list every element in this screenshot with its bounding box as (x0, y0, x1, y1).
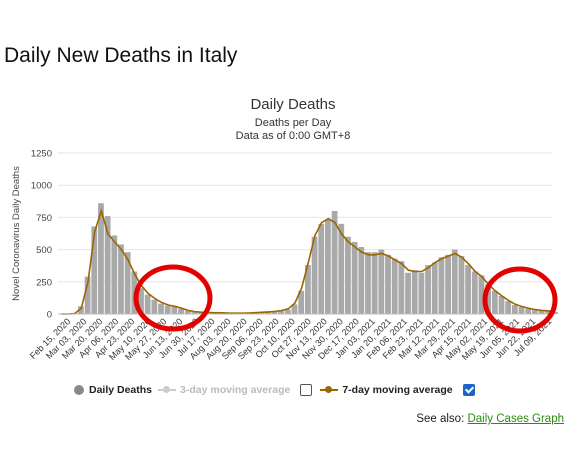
legend-3-day-average-label: 3-day moving average (180, 384, 291, 396)
daily-deaths-bar (351, 241, 358, 314)
daily-deaths-bar (264, 312, 271, 314)
7-day-average-checkbox[interactable] (462, 384, 475, 396)
daily-deaths-bar (545, 311, 552, 314)
daily-deaths-bar (284, 309, 291, 314)
daily-deaths-bar (438, 257, 445, 314)
daily-deaths-bar (418, 272, 425, 314)
daily-deaths-bar (138, 288, 144, 314)
7-day-average-swatch (320, 385, 339, 395)
daily-deaths-bar (198, 312, 204, 314)
daily-deaths-bar (445, 254, 451, 314)
daily-deaths-bar (305, 265, 311, 314)
daily-deaths-bar (311, 236, 318, 314)
daily-deaths-bar (291, 304, 298, 314)
daily-deaths-bar (378, 249, 385, 314)
y-tick-label: 750 (36, 213, 52, 224)
daily-deaths-bar (405, 272, 411, 314)
daily-deaths-bar (505, 301, 512, 314)
daily-deaths-bar (271, 311, 278, 314)
daily-deaths-bar (178, 308, 184, 314)
daily-deaths-bar (104, 216, 111, 314)
daily-deaths-bar (298, 290, 305, 314)
daily-deaths-bar (91, 226, 98, 314)
daily-deaths-bar (358, 247, 365, 314)
daily-deaths-bar (518, 306, 525, 314)
daily-deaths-bar (411, 270, 418, 314)
daily-deaths-bar (78, 306, 84, 314)
daily-deaths-bar (525, 308, 532, 314)
page-title: Daily New Deaths in Italy (4, 44, 238, 67)
daily-deaths-bar (164, 305, 171, 314)
daily-deaths-bar (385, 254, 391, 314)
daily-deaths-bar (171, 306, 178, 314)
y-tick-label: 250 (36, 277, 52, 288)
daily-deaths-bar (491, 290, 498, 314)
highlight-circle-2021 (482, 266, 558, 334)
daily-deaths-bar (98, 203, 104, 314)
highlight-circle-2020 (133, 264, 213, 332)
daily-deaths-bar (331, 210, 338, 314)
daily-deaths-bar (111, 235, 118, 314)
y-tick-label: 1000 (31, 181, 52, 192)
daily-deaths-bar (478, 275, 485, 314)
seven-day-average-line (61, 208, 556, 315)
chart-subtitle: Deaths per Day (254, 117, 332, 129)
daily-deaths-bar (458, 256, 465, 314)
legend-7-day-average-label: 7-day moving average (342, 384, 453, 396)
daily-deaths-chart: 0 250 500 750 1000 1250 Novel Coronavirus Dail… (11, 149, 558, 362)
daily-deaths-bar (124, 252, 131, 314)
daily-deaths-bar (391, 258, 398, 314)
daily-deaths-bar (325, 219, 331, 314)
see-also: See also: Daily Cases Graph (416, 413, 564, 425)
daily-deaths-bar (158, 303, 164, 314)
daily-deaths-bar (398, 261, 405, 314)
daily-deaths-bar (538, 310, 545, 314)
daily-deaths-bar (431, 262, 438, 314)
daily-deaths-bar (184, 310, 191, 314)
legend-daily-deaths[interactable]: Daily Deaths (74, 384, 152, 396)
daily-deaths-bar (511, 304, 518, 314)
daily-deaths-bar (278, 310, 285, 314)
3-day-average-swatch (158, 385, 177, 395)
daily-cases-graph-link[interactable]: Daily Cases Graph (467, 413, 564, 425)
daily-deaths-bar (365, 252, 371, 314)
daily-deaths-bar (151, 299, 158, 314)
y-tick-label: 500 (36, 245, 52, 256)
y-axis-label: Novel Coronavirus Daily Deaths (11, 166, 22, 301)
y-tick-label: 0 (47, 310, 52, 321)
daily-deaths-bar (258, 312, 265, 314)
chart-title: Daily Deaths (250, 96, 336, 113)
daily-deaths-bar (345, 236, 351, 314)
daily-deaths-bar (118, 244, 124, 314)
daily-deaths-bar (465, 265, 472, 314)
daily-deaths-swatch (74, 385, 84, 395)
daily-deaths-bar (425, 265, 431, 314)
daily-deaths-bar (498, 295, 505, 314)
chart-data-timestamp: Data as of 0:00 GMT+8 (235, 130, 351, 142)
chart-legend: Daily Deaths 3-day moving average 7-day … (74, 381, 483, 399)
daily-deaths-bar (144, 294, 151, 314)
daily-deaths-bar (552, 312, 558, 314)
daily-deaths-bar (84, 276, 91, 314)
daily-deaths-bar (451, 249, 458, 314)
daily-deaths-bar (371, 252, 378, 314)
legend-daily-deaths-label: Daily Deaths (89, 384, 153, 396)
legend-3-day-average[interactable]: 3-day moving average (158, 384, 290, 396)
legend-7-day-average[interactable]: 7-day moving average (320, 384, 453, 396)
daily-deaths-bar (485, 284, 492, 314)
daily-deaths-bar (191, 312, 198, 314)
see-also-label: See also: (416, 413, 465, 425)
daily-deaths-bar (318, 223, 325, 314)
3-day-average-checkbox[interactable] (300, 384, 313, 396)
daily-deaths-bar (471, 271, 478, 314)
daily-deaths-bar (531, 310, 538, 314)
daily-deaths-bar (338, 223, 345, 314)
y-tick-label: 1250 (31, 149, 52, 160)
